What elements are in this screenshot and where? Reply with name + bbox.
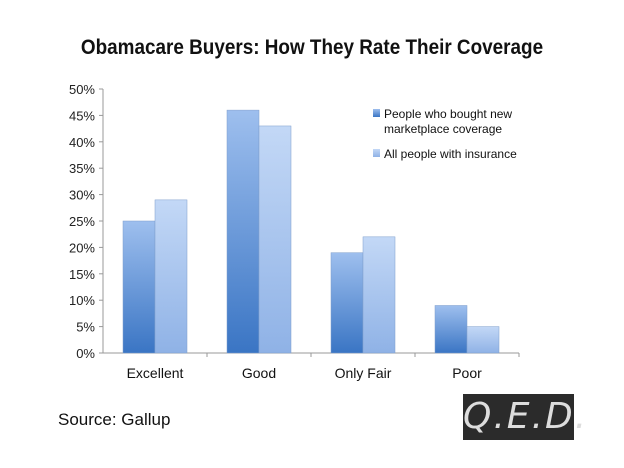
y-tick-label: 25% [69,214,95,229]
x-tick-label: Good [242,365,276,381]
source-note: Source: Gallup [58,410,171,429]
bar-poor-series-2 [466,326,500,354]
bar-excellent-series-1 [122,220,156,354]
x-tick-label: Excellent [127,365,184,381]
legend-label: marketplace coverage [384,122,502,136]
bar-excellent-series-2 [154,199,188,354]
legend-label: All people with insurance [384,147,517,161]
legend-swatch [373,149,380,157]
chart-title: Obamacare Buyers: How They Rate Their Co… [80,36,544,59]
legend-swatch [373,109,380,117]
bar-only-fair-series-2 [362,236,396,354]
bar-only-fair-series-1 [330,252,364,354]
y-tick-label: 45% [69,108,95,123]
y-tick-label: 30% [69,188,95,203]
qed-logo: Q.E.D. [463,394,586,440]
y-tick-label: 15% [69,267,95,282]
y-tick-label: 20% [69,240,95,255]
y-tick-label: 40% [69,135,95,150]
x-tick-label: Poor [452,365,482,381]
y-tick-label: 50% [69,82,95,97]
y-tick-label: 10% [69,293,95,308]
legend-label: People who bought new [384,107,512,121]
bar-poor-series-1 [434,305,468,354]
bar-good-series-1 [226,109,260,354]
bar-good-series-2 [258,125,292,354]
y-tick-label: 0% [76,346,95,361]
y-tick-label: 35% [69,161,95,176]
x-tick-label: Only Fair [335,365,392,381]
y-tick-label: 5% [76,320,95,335]
